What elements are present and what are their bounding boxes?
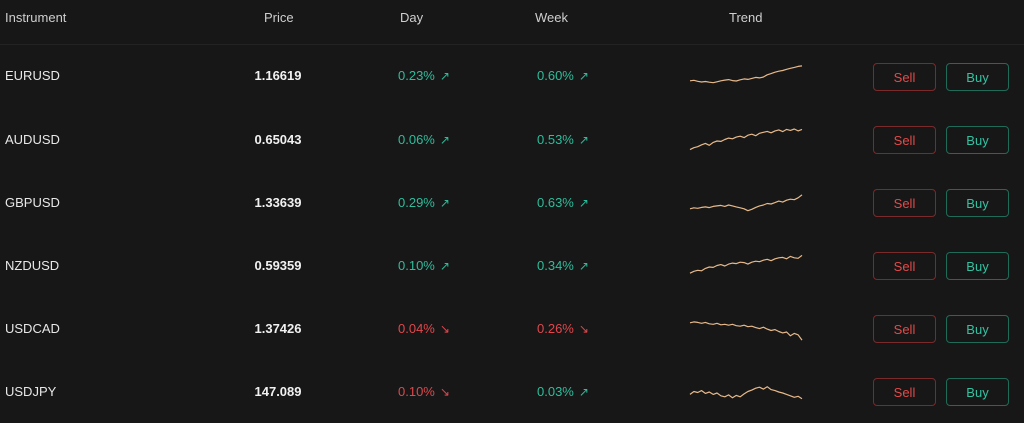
table-row[interactable]: AUDUSD 0.65043 0.06% ↗ 0.53% ↗ Sell Buy [0, 108, 1024, 171]
sell-button[interactable]: Sell [873, 189, 936, 217]
column-header-week[interactable]: Week [535, 10, 568, 25]
week-change: 0.53% ↗ [537, 132, 589, 148]
sparkline-line [689, 128, 803, 151]
sell-button[interactable]: Sell [873, 126, 936, 154]
day-change: 0.23% ↗ [398, 68, 450, 84]
day-change: 0.10% ↗ [398, 258, 450, 274]
price-value: 147.089 [254, 384, 302, 399]
price-value: 0.59359 [254, 258, 302, 273]
instrument-symbol[interactable]: USDCAD [5, 321, 60, 336]
day-change-value: 0.10% [398, 384, 435, 399]
sell-button[interactable]: Sell [873, 63, 936, 91]
sparkline-chart [689, 128, 803, 151]
day-change-value: 0.29% [398, 195, 435, 210]
table-row[interactable]: EURUSD 1.16619 0.23% ↗ 0.60% ↗ Sell Buy [0, 45, 1024, 108]
sparkline-chart [689, 194, 803, 212]
trend-arrow-icon: ↘ [439, 322, 450, 336]
instrument-symbol[interactable]: USDJPY [5, 384, 57, 399]
column-header-price[interactable]: Price [264, 10, 294, 25]
week-change-value: 0.03% [537, 384, 574, 399]
trend-arrow-icon: ↗ [578, 69, 589, 83]
trend-arrow-icon: ↘ [439, 385, 450, 399]
day-change-value: 0.23% [398, 68, 435, 83]
day-change: 0.29% ↗ [398, 195, 450, 211]
sell-button[interactable]: Sell [873, 252, 936, 280]
sparkline-line [689, 65, 803, 84]
table-row[interactable]: USDCAD 1.37426 0.04% ↘ 0.26% ↘ Sell Buy [0, 297, 1024, 360]
column-header-trend: Trend [729, 10, 763, 25]
sparkline-line [689, 321, 803, 341]
price-value: 1.37426 [254, 321, 302, 336]
sparkline-line [689, 386, 803, 400]
price-value: 0.65043 [254, 132, 302, 147]
instrument-symbol[interactable]: GBPUSD [5, 195, 60, 210]
column-header-instrument[interactable]: Instrument [5, 10, 67, 25]
buy-button[interactable]: Buy [946, 378, 1009, 406]
week-change: 0.26% ↘ [537, 321, 589, 337]
trend-arrow-icon: ↘ [578, 322, 589, 336]
sparkline-chart [689, 65, 803, 84]
week-change-value: 0.53% [537, 132, 574, 147]
table-row[interactable]: GBPUSD 1.33639 0.29% ↗ 0.63% ↗ Sell Buy [0, 171, 1024, 234]
day-change: 0.06% ↗ [398, 132, 450, 148]
week-change-value: 0.26% [537, 321, 574, 336]
buy-button[interactable]: Buy [946, 189, 1009, 217]
week-change-value: 0.34% [537, 258, 574, 273]
trend-arrow-icon: ↗ [578, 259, 589, 273]
trend-arrow-icon: ↗ [439, 259, 450, 273]
day-change: 0.10% ↘ [398, 384, 450, 400]
table-row[interactable]: NZDUSD 0.59359 0.10% ↗ 0.34% ↗ Sell Buy [0, 234, 1024, 297]
sell-button[interactable]: Sell [873, 378, 936, 406]
trend-arrow-icon: ↗ [439, 69, 450, 83]
week-change-value: 0.63% [537, 195, 574, 210]
week-change: 0.34% ↗ [537, 258, 589, 274]
instrument-symbol[interactable]: NZDUSD [5, 258, 60, 273]
sparkline-chart [689, 386, 803, 400]
sparkline-line [689, 194, 803, 212]
week-change: 0.63% ↗ [537, 195, 589, 211]
table-row[interactable]: USDJPY 147.089 0.10% ↘ 0.03% ↗ Sell Buy [0, 360, 1024, 423]
trend-arrow-icon: ↗ [439, 196, 450, 210]
column-header-day[interactable]: Day [400, 10, 424, 25]
instrument-symbol[interactable]: EURUSD [5, 68, 60, 83]
week-change-value: 0.60% [537, 68, 574, 83]
price-value: 1.33639 [254, 195, 302, 210]
price-value: 1.16619 [254, 68, 302, 83]
sell-button[interactable]: Sell [873, 315, 936, 343]
table-header: Instrument Price Day Week Trend [0, 0, 1024, 45]
day-change-value: 0.04% [398, 321, 435, 336]
trend-arrow-icon: ↗ [578, 133, 589, 147]
buy-button[interactable]: Buy [946, 252, 1009, 280]
buy-button[interactable]: Buy [946, 63, 1009, 91]
sparkline-chart [689, 254, 803, 274]
sparkline-chart [689, 321, 803, 341]
trend-arrow-icon: ↗ [578, 196, 589, 210]
week-change: 0.60% ↗ [537, 68, 589, 84]
day-change-value: 0.06% [398, 132, 435, 147]
sparkline-line [689, 254, 803, 274]
week-change: 0.03% ↗ [537, 384, 589, 400]
instrument-symbol[interactable]: AUDUSD [5, 132, 60, 147]
trend-arrow-icon: ↗ [578, 385, 589, 399]
buy-button[interactable]: Buy [946, 126, 1009, 154]
trend-arrow-icon: ↗ [439, 133, 450, 147]
buy-button[interactable]: Buy [946, 315, 1009, 343]
day-change-value: 0.10% [398, 258, 435, 273]
day-change: 0.04% ↘ [398, 321, 450, 337]
